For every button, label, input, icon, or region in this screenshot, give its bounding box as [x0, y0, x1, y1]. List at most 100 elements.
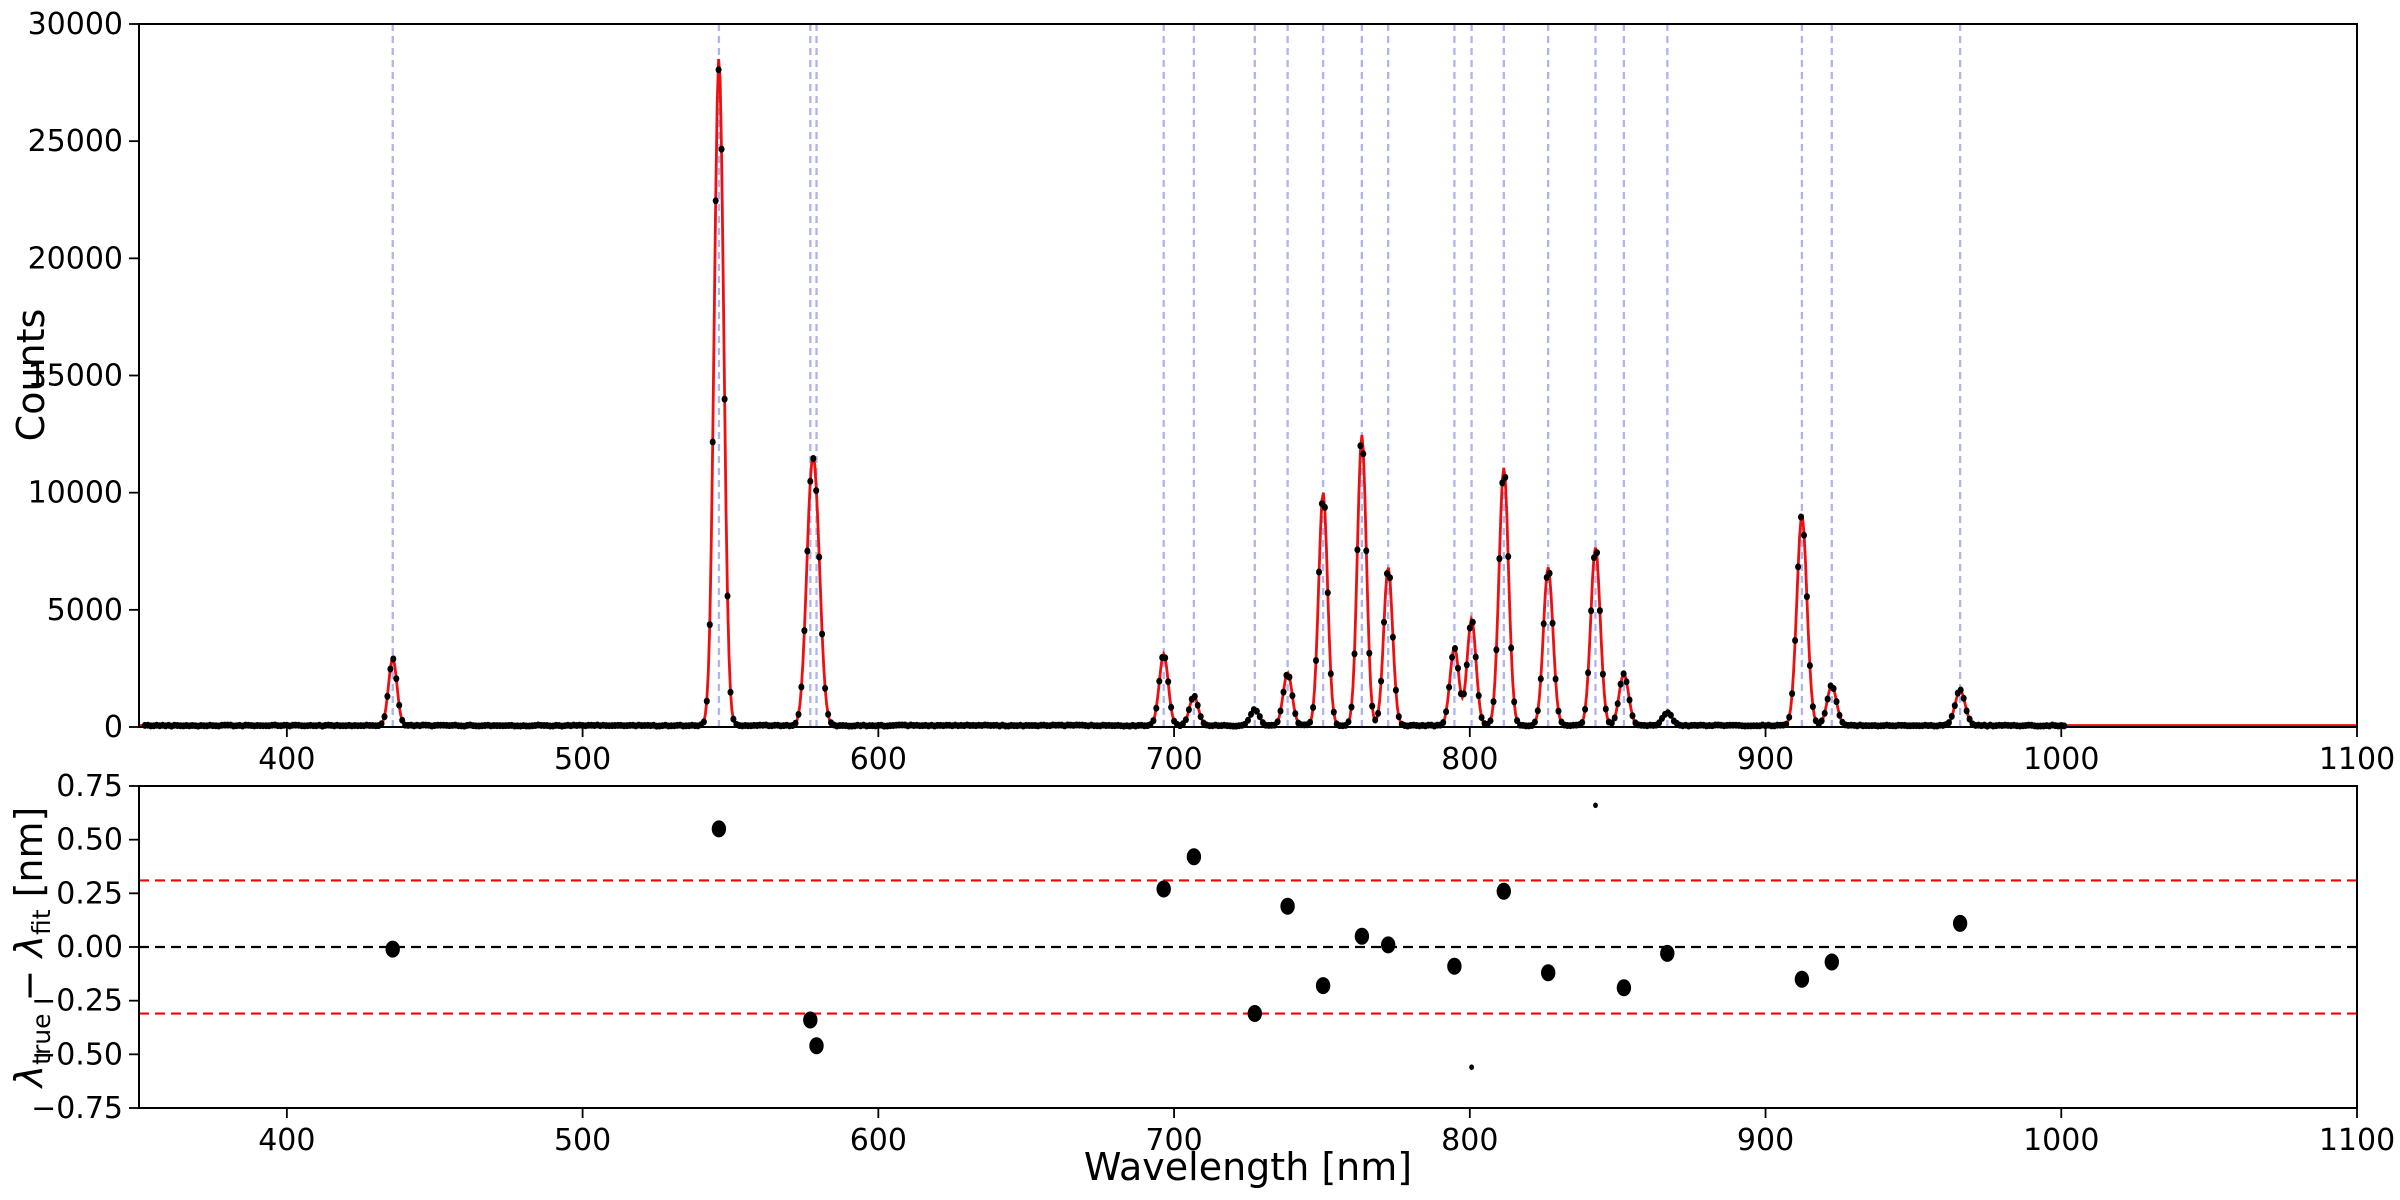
data-point: [1490, 698, 1497, 706]
data-point: [1369, 702, 1376, 710]
data-point: [804, 547, 811, 555]
data-point: [1316, 568, 1322, 576]
data-point: [1363, 547, 1370, 555]
data-point: [1253, 707, 1260, 715]
data-point: [1496, 555, 1503, 563]
residual-point: [1952, 914, 1968, 932]
data-point: [700, 718, 707, 726]
data-point: [1611, 714, 1618, 722]
data-point: [810, 455, 817, 462]
residual-point: [1447, 957, 1462, 975]
data-point: [1307, 718, 1314, 726]
data-point: [1310, 704, 1317, 711]
data-point: [721, 395, 728, 403]
data-point: [1549, 619, 1556, 627]
data-point: [1801, 531, 1807, 539]
wavelength-axis-label: Wavelength [nm]: [1084, 1145, 1412, 1189]
data-point: [1348, 703, 1355, 711]
data-point: [1582, 705, 1589, 713]
data-point: [1620, 670, 1627, 678]
data-point: [378, 720, 385, 728]
data-point: [1552, 675, 1559, 683]
residual-point: [1315, 977, 1331, 995]
data-point: [1330, 708, 1337, 716]
data-point: [792, 719, 799, 727]
data-point: [1463, 661, 1470, 669]
data-point: [807, 477, 814, 485]
data-point: [1789, 690, 1796, 698]
gaussian-fit-line: [139, 58, 2357, 727]
data-point: [1360, 450, 1367, 458]
y-tick-label: −0.25: [31, 984, 123, 1019]
data-point: [1798, 513, 1804, 521]
data-point: [384, 692, 391, 700]
y-tick-label: 10000: [28, 476, 123, 511]
data-point: [1256, 713, 1263, 721]
data-point: [1830, 685, 1837, 692]
data-point: [1617, 680, 1624, 688]
spectrum-panel: 400 500 600 700 800 900 1000 1100 0 5000 10000 1500…: [9, 7, 2395, 777]
data-point: [1602, 705, 1609, 713]
data-point: [1156, 677, 1163, 685]
data-point: [1277, 707, 1284, 715]
data-point: [822, 684, 829, 692]
spectrum-data-points: [141, 66, 2068, 730]
residual-point: [1381, 936, 1396, 954]
data-point: [1948, 712, 1955, 720]
data-point: [1478, 714, 1485, 721]
y-tick-label: 0.25: [56, 876, 123, 911]
data-point: [1821, 709, 1828, 717]
data-point: [1472, 653, 1479, 661]
y-tick-label: 0.00: [56, 930, 123, 965]
y-tick-label: 0.75: [56, 769, 123, 804]
data-point: [381, 713, 388, 721]
data-point: [816, 553, 823, 561]
x-tick-label: 1000: [2023, 742, 2099, 777]
data-point: [1667, 711, 1674, 719]
data-point: [1313, 657, 1319, 664]
data-point: [387, 665, 394, 673]
data-point: [1194, 701, 1201, 709]
data-point: [1395, 713, 1402, 721]
residual-point: [1593, 802, 1598, 809]
data-point: [1487, 717, 1494, 725]
data-point: [1957, 686, 1964, 694]
residual-point: [1824, 953, 1840, 971]
data-point: [1806, 662, 1813, 669]
data-point: [1162, 654, 1169, 662]
spectrum-panel-frame: [138, 23, 2358, 728]
data-point: [1168, 703, 1175, 711]
residual-point: [1186, 848, 1202, 866]
residual-point: [1247, 1005, 1263, 1022]
residual-point: [1156, 880, 1171, 898]
data-point: [1505, 553, 1512, 560]
data-point: [1555, 707, 1562, 715]
data-point: [1452, 645, 1458, 652]
data-point: [1185, 706, 1192, 714]
x-tick-label: 700: [1145, 1123, 1202, 1158]
data-point: [813, 487, 820, 495]
data-point: [819, 630, 826, 638]
data-point: [1274, 718, 1281, 726]
fitted-line-markers: [391, 24, 1962, 727]
data-point: [1623, 678, 1630, 686]
data-point: [393, 675, 400, 683]
counts-axis-label: Counts: [9, 309, 53, 442]
y-tick-label: 30000: [28, 7, 123, 42]
residual-point: [1616, 979, 1632, 997]
data-point: [399, 716, 406, 724]
data-point: [1508, 644, 1515, 652]
spectrum-axis-ticks: 400 500 600 700 800 900 1000 1100 0 5000 10000 1500…: [28, 7, 2396, 777]
residual-point: [385, 940, 400, 958]
data-point: [712, 197, 719, 205]
data-point: [1945, 719, 1952, 727]
data-point: [1460, 690, 1467, 698]
data-point: [1455, 664, 1461, 672]
data-point: [1608, 719, 1615, 727]
data-point: [1493, 646, 1500, 654]
data-point: [1466, 624, 1473, 632]
data-point: [1809, 703, 1816, 711]
data-point: [706, 621, 713, 629]
